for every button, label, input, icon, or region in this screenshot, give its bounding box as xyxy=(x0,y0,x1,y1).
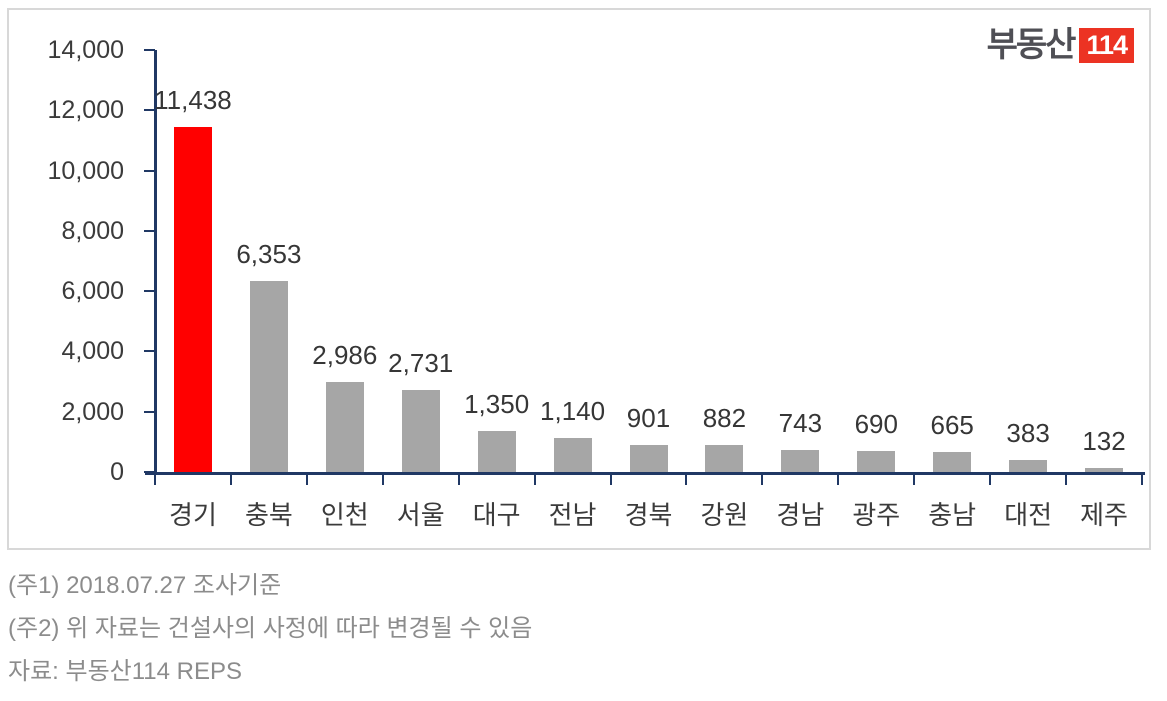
x-axis-tick-mark xyxy=(229,472,232,485)
bar xyxy=(553,438,592,472)
bar-value-label: 1,140 xyxy=(540,396,606,426)
y-axis-tick-mark xyxy=(144,410,155,413)
x-axis-tick-mark xyxy=(609,472,612,485)
x-axis-tick-mark xyxy=(913,472,916,485)
bar xyxy=(1009,460,1048,472)
x-axis-tick-mark xyxy=(1065,472,1068,485)
bar-value-label: 665 xyxy=(930,410,974,440)
y-axis-line xyxy=(154,50,157,475)
bar-value-label: 6,353 xyxy=(236,239,302,269)
y-axis-tick-label: 10,000 xyxy=(47,156,124,185)
y-axis-tick-label: 6,000 xyxy=(61,277,124,306)
x-axis-tick-mark xyxy=(457,472,460,485)
x-axis-tick-mark xyxy=(837,472,840,485)
bar xyxy=(629,445,668,472)
bar xyxy=(173,127,212,472)
footnote-source: 자료: 부동산114 REPS xyxy=(8,658,243,685)
bar xyxy=(1085,468,1124,472)
bar-value-label: 2,731 xyxy=(388,348,454,378)
chart-panel: 부동산 114 0 2,000 4,000 6,000 8,000 10,000 12,00… xyxy=(7,8,1151,550)
x-axis-category-label: 대구 xyxy=(472,500,521,530)
y-axis-tick-label: 0 xyxy=(110,458,124,486)
x-axis-category-label: 광주 xyxy=(852,500,901,530)
y-axis-tick-mark xyxy=(144,169,155,172)
bar-value-label: 11,438 xyxy=(154,85,232,115)
x-axis-line xyxy=(145,472,1145,475)
x-axis-category-label: 전남 xyxy=(548,500,597,530)
x-axis-tick-mark xyxy=(305,472,308,485)
x-axis-tick-mark xyxy=(989,472,992,485)
bar xyxy=(401,390,440,472)
bar xyxy=(933,452,972,472)
x-axis-category-label: 경북 xyxy=(624,500,673,530)
bar xyxy=(477,431,516,472)
x-axis-tick-mark xyxy=(154,472,156,485)
footnote-disclaimer: (주2) 위 자료는 건설사의 사정에 따라 변경될 수 있음 xyxy=(8,615,533,642)
x-axis-tick-mark xyxy=(685,472,688,485)
x-axis-category-label: 충남 xyxy=(928,500,977,530)
y-axis-tick-label: 2,000 xyxy=(61,397,124,426)
y-axis-tick-label: 12,000 xyxy=(47,96,124,125)
y-axis-tick-mark xyxy=(144,471,155,473)
bar-value-label: 132 xyxy=(1082,426,1126,456)
y-axis-tick-mark xyxy=(144,350,155,353)
y-axis-tick-mark xyxy=(144,49,155,51)
bar xyxy=(857,451,896,472)
x-axis-category-label: 제주 xyxy=(1080,500,1128,530)
x-axis-category-label: 대전 xyxy=(1004,500,1053,530)
y-axis-tick-mark xyxy=(144,290,155,293)
x-axis-tick-mark xyxy=(533,472,536,485)
x-axis-category-label: 강원 xyxy=(700,500,749,530)
x-axis-category-label: 경기 xyxy=(169,500,217,530)
y-axis-tick-mark xyxy=(144,109,155,112)
bar-value-label: 2,986 xyxy=(312,340,378,370)
bar-value-label: 690 xyxy=(854,409,898,439)
brand-logo-text: 부동산 xyxy=(986,26,1077,64)
x-axis-tick-mark xyxy=(1141,472,1143,485)
x-axis-category-label: 인천 xyxy=(320,500,369,530)
bar xyxy=(325,382,364,472)
bar xyxy=(705,445,744,472)
x-axis-category-label: 경남 xyxy=(776,500,825,530)
bar-value-label: 882 xyxy=(702,403,747,433)
y-axis-tick-label: 4,000 xyxy=(61,337,124,366)
x-axis-category-label: 충북 xyxy=(244,500,293,530)
y-axis-tick-label: 14,000 xyxy=(47,36,124,64)
bar-value-label: 901 xyxy=(626,403,671,433)
brand-logo-badge: 114 xyxy=(1079,27,1134,63)
chart-footnotes: (주1) 2018.07.27 조사기준 (주2) 위 자료는 건설사의 사정에… xyxy=(8,564,532,693)
brand-logo: 부동산 114 xyxy=(987,26,1134,64)
x-axis-tick-mark xyxy=(381,472,384,485)
x-axis-tick-mark xyxy=(761,472,764,485)
y-axis-tick-mark xyxy=(144,229,155,232)
x-axis-category-label: 서울 xyxy=(396,500,445,530)
footnote-survey-date: (주1) 2018.07.27 조사기준 xyxy=(8,572,282,599)
bar-value-label: 1,350 xyxy=(464,389,530,419)
bar xyxy=(781,450,820,472)
bar-value-label: 383 xyxy=(1006,418,1050,448)
y-axis-tick-label: 8,000 xyxy=(61,216,124,245)
bar-value-label: 743 xyxy=(778,408,823,438)
bar xyxy=(249,281,288,472)
